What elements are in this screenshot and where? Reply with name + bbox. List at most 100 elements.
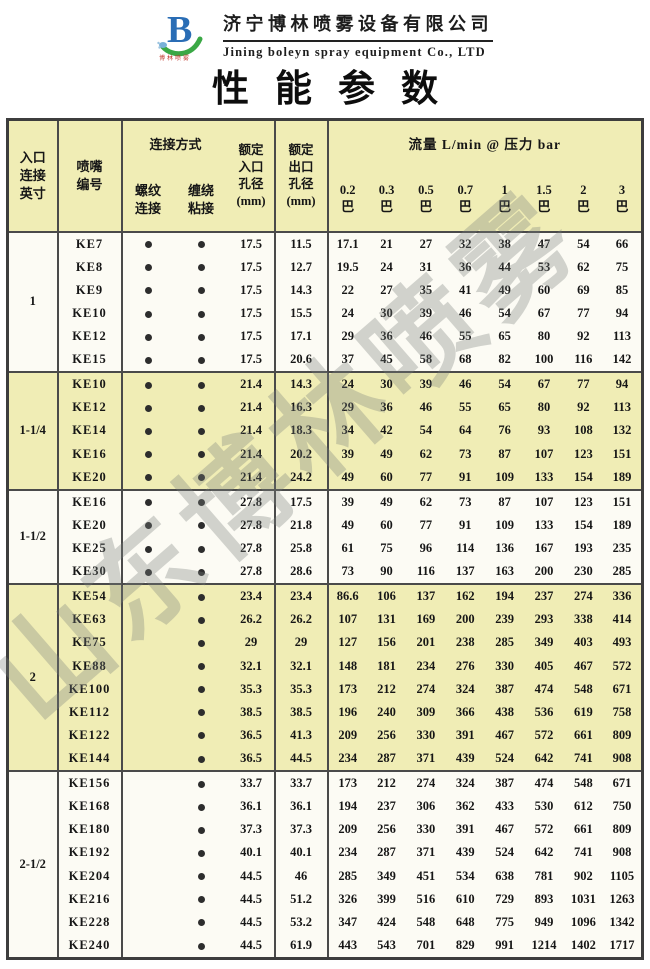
flow-value-cell: 285	[484, 631, 525, 655]
connection-dot-icon	[197, 381, 205, 389]
flow-value-cell: 45	[366, 348, 407, 373]
flow-value-cell: 572	[524, 723, 564, 747]
svg-text:B: B	[167, 9, 192, 51]
table-row: KE15 17.5 20.6 37 45 58 68 82 100 116 142	[8, 348, 643, 373]
thread-connection-cell	[121, 933, 174, 959]
connection-dot-icon	[197, 780, 205, 788]
flow-value-cell: 371	[406, 746, 446, 772]
flow-value-cell: 49	[366, 442, 407, 466]
header-outlet-diameter: 额定 出口 孔径 (mm)	[274, 119, 329, 233]
thread-connection-cell	[121, 324, 174, 349]
flow-value-cell: 142	[603, 348, 643, 373]
pressure-value: 1	[501, 183, 508, 198]
flow-value-cell: 60	[366, 465, 407, 490]
connection-dot-icon	[197, 356, 205, 364]
flow-value-cell: 287	[366, 746, 407, 772]
flow-value-cell: 68	[445, 348, 485, 373]
nozzle-code-cell: KE192	[57, 841, 123, 865]
wrap-bond-cell	[173, 324, 229, 349]
flow-value-cell: 108	[563, 419, 604, 443]
flow-value-cell: 572	[524, 818, 564, 842]
thread-connection-cell	[121, 795, 174, 819]
connection-dot-icon	[197, 264, 205, 272]
outlet-diameter-cell: 29	[274, 631, 329, 655]
outlet-diameter-cell: 16.3	[274, 396, 329, 420]
flow-value-cell: 467	[484, 818, 525, 842]
connection-dot-icon	[197, 404, 205, 412]
wrap-bond-cell	[173, 396, 229, 420]
outlet-diameter-cell: 12.7	[274, 255, 329, 279]
flow-value-cell: 238	[445, 631, 485, 655]
flow-value-cell: 109	[484, 513, 525, 537]
nozzle-code-cell: KE12	[57, 324, 123, 349]
thread-connection-cell	[121, 700, 174, 724]
flow-value-cell: 47	[524, 230, 564, 256]
inlet-size-cell: 2-1/2	[7, 770, 59, 959]
flow-value-cell: 610	[445, 887, 485, 911]
flow-value-cell: 194	[327, 795, 367, 819]
flow-value-cell: 69	[563, 278, 604, 302]
inlet-diameter-cell: 29	[228, 631, 276, 655]
header-pressure-0.7: 0.7 巴	[445, 169, 485, 233]
wrap-bond-cell	[173, 887, 229, 911]
flow-value-cell: 35	[406, 278, 446, 302]
flow-value-cell: 55	[445, 324, 485, 349]
flow-value-cell: 67	[524, 301, 564, 325]
thread-connection-cell	[121, 371, 174, 397]
wrap-bond-cell	[173, 301, 229, 325]
flow-value-cell: 194	[484, 583, 525, 609]
flow-value-cell: 572	[603, 654, 643, 678]
pressure-unit: 巴	[498, 199, 512, 215]
nozzle-code-cell: KE20	[57, 465, 123, 490]
flow-value-cell: 62	[563, 255, 604, 279]
company-logo: B 博林喷雾	[157, 6, 207, 62]
flow-value-cell: 1342	[603, 910, 643, 934]
nozzle-code-cell: KE10	[57, 301, 123, 325]
flow-value-cell: 94	[603, 371, 643, 397]
flow-value-cell: 39	[406, 301, 446, 325]
flow-value-cell: 55	[445, 396, 485, 420]
flow-value-cell: 133	[524, 465, 564, 490]
flow-value-cell: 181	[366, 654, 407, 678]
flow-value-cell: 661	[563, 723, 604, 747]
thread-connection-cell	[121, 910, 174, 934]
flow-value-cell: 49	[484, 278, 525, 302]
thread-connection-cell	[121, 818, 174, 842]
inlet-diameter-cell: 27.8	[228, 536, 276, 561]
flow-value-cell: 54	[406, 419, 446, 443]
spec-table-body: 1 KE7 17.5 11.5 17.1 21 27 32 38 47 54 66 KE8 17.5 12.…	[7, 230, 643, 959]
connection-dot-icon	[197, 640, 205, 648]
header-pressure-0.3: 0.3 巴	[366, 169, 407, 233]
flow-value-cell: 809	[603, 723, 643, 747]
flow-value-cell: 32	[445, 230, 485, 256]
flow-value-cell: 619	[563, 700, 604, 724]
header-inlet-diameter: 额定 入口 孔径 (mm)	[228, 119, 276, 233]
connection-dot-icon	[197, 428, 205, 436]
nozzle-code-cell: KE54	[57, 583, 123, 609]
nozzle-code-cell: KE122	[57, 723, 123, 747]
nozzle-code-cell: KE16	[57, 488, 123, 514]
flow-value-cell: 424	[366, 910, 407, 934]
flow-value-cell: 42	[366, 419, 407, 443]
table-row: 2-1/2 KE156 33.7 33.7 173 212 274 324 387 474 548 6…	[7, 770, 643, 959]
header-connection-type: 连接方式	[121, 119, 229, 170]
flow-value-cell: 27	[406, 230, 446, 256]
flow-value-cell: 548	[563, 770, 604, 796]
outlet-diameter-cell: 14.3	[274, 278, 329, 302]
flow-value-cell: 73	[327, 560, 367, 585]
flow-value-cell: 106	[366, 583, 407, 609]
nozzle-code-cell: KE75	[57, 631, 123, 655]
outlet-diameter-cell: 35.3	[274, 677, 329, 701]
table-row: KE63 26.2 26.2 107 131 169 200 239 293 338 414	[8, 608, 643, 632]
wrap-bond-cell	[173, 864, 229, 888]
connection-dot-icon	[144, 522, 152, 530]
outlet-diameter-cell: 17.5	[274, 488, 329, 514]
flow-value-cell: 467	[484, 723, 525, 747]
flow-value-cell: 167	[524, 536, 564, 561]
flow-value-cell: 123	[563, 488, 604, 514]
connection-dot-icon	[144, 333, 152, 341]
inlet-diameter-cell: 36.1	[228, 795, 276, 819]
nozzle-code-cell: KE204	[57, 864, 123, 888]
flow-value-cell: 27	[366, 278, 407, 302]
